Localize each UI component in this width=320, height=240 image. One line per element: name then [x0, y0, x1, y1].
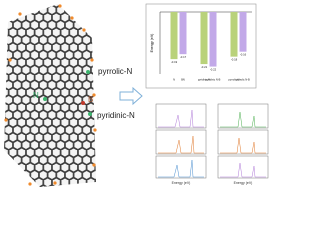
x-tick-label: pyridinic N-B	[206, 78, 221, 82]
value-label: -0.22	[210, 67, 217, 71]
dos-panels	[155, 103, 269, 179]
label-n: N	[33, 91, 39, 100]
x-tick-label: BN	[181, 78, 185, 82]
dos-x-label: Energy (eV)	[234, 181, 253, 185]
y-axis-label: Energy (eV)	[150, 34, 154, 53]
b-atom	[81, 101, 85, 105]
bar	[200, 12, 208, 65]
label-b: B	[88, 95, 93, 104]
figure: pyrrolic-N N B pyridinic-N Energy (eV) -0…	[4, 3, 269, 187]
bar	[179, 12, 187, 55]
dos-x-label: Energy (eV)	[172, 181, 191, 185]
value-label: -0.17	[180, 55, 187, 59]
bar	[230, 12, 238, 57]
x-tick-label: pyrrolic N-B	[236, 78, 250, 82]
x-tick-label: pyridinic-N	[198, 78, 210, 82]
value-label: -0.19	[171, 60, 178, 64]
graphene-sheet	[4, 4, 96, 187]
arrow	[119, 86, 143, 106]
bar-chart: Energy (eV) -0.19 N -0.17 BN -0.21 pyridinic-N…	[150, 11, 252, 82]
bar	[239, 12, 247, 52]
edge-atoms	[4, 4, 97, 186]
n-atoms	[43, 70, 92, 116]
value-label: -0.21	[201, 65, 208, 69]
x-tick-label: pyrrolic-N	[228, 78, 239, 82]
value-label: -0.18	[231, 57, 238, 61]
value-label: -0.16	[240, 52, 247, 56]
label-pyrrolic: pyrrolic-N	[98, 67, 132, 76]
label-pyridinic: pyridinic-N	[97, 111, 135, 120]
x-tick-label: N	[173, 78, 175, 82]
bar	[209, 12, 217, 67]
bar	[170, 12, 178, 60]
